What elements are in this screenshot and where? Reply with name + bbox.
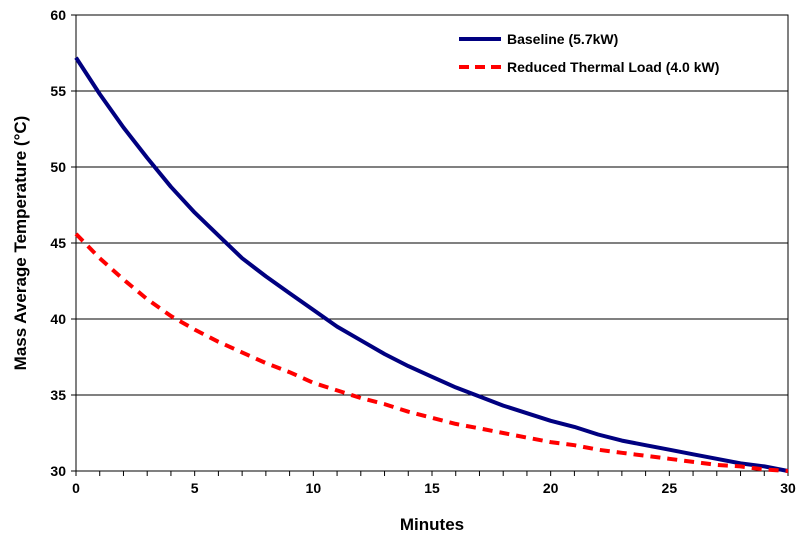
gridlines — [76, 90, 788, 396]
y-tick-label: 50 — [50, 159, 66, 175]
x-axis: 0 5 10 15 20 25 30 — [72, 471, 796, 496]
legend-label-baseline: Baseline (5.7kW) — [507, 31, 618, 47]
y-tick-label: 45 — [50, 235, 66, 251]
x-tick-label: 25 — [662, 480, 678, 496]
x-tick-label: 10 — [306, 480, 322, 496]
x-tick-label: 0 — [72, 480, 80, 496]
series-layer — [74, 56, 789, 473]
y-tick-label: 30 — [50, 463, 66, 479]
y-tick-label: 35 — [50, 387, 66, 403]
legend: Baseline (5.7kW) Reduced Thermal Load (4… — [459, 31, 719, 75]
x-axis-label: Minutes — [400, 515, 464, 534]
series-line-reduced-thermal-load — [74, 232, 789, 473]
x-tick-label: 5 — [191, 480, 199, 496]
y-tick-label: 40 — [50, 311, 66, 327]
y-tick-label: 55 — [50, 83, 66, 99]
y-axis: 30 35 40 45 50 55 60 — [50, 7, 76, 479]
x-tick-label: 30 — [780, 480, 796, 496]
y-tick-label: 60 — [50, 7, 66, 23]
y-axis-label: Mass Average Temperature (°C) — [11, 116, 30, 371]
series-line-baseline — [74, 56, 789, 473]
legend-label-reduced: Reduced Thermal Load (4.0 kW) — [507, 59, 719, 75]
x-tick-label: 20 — [543, 480, 559, 496]
x-tick-label: 15 — [424, 480, 440, 496]
